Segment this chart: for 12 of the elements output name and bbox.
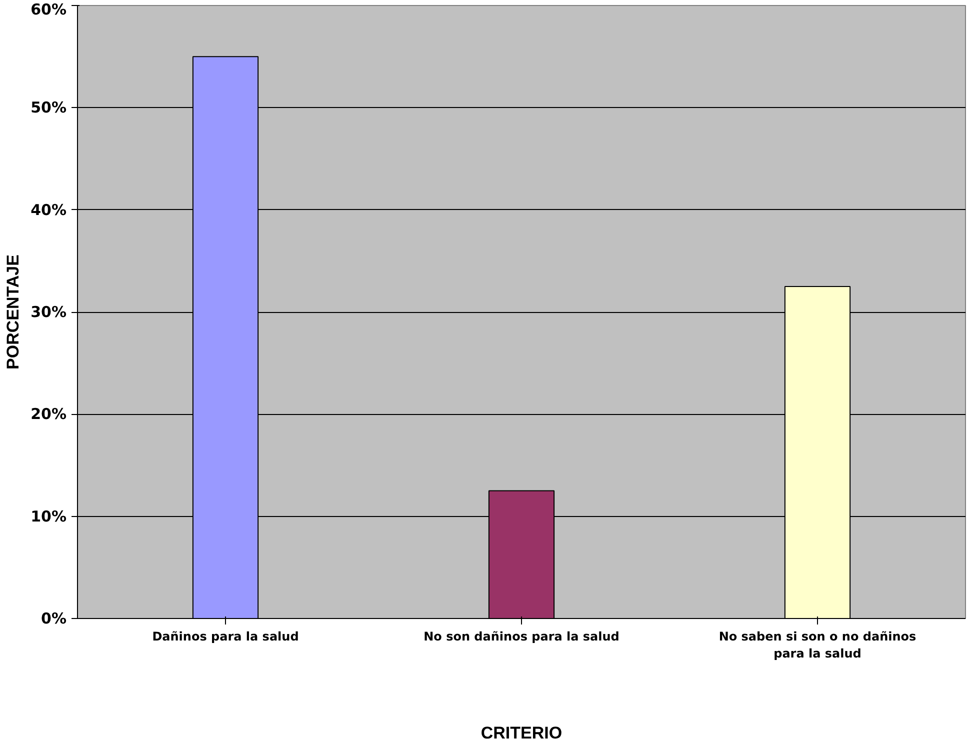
y-axis-title: PORCENTAJE [4, 254, 23, 370]
y-tick-label: 20% [30, 405, 67, 424]
y-tick-label: 60% [30, 0, 67, 18]
y-tick-label: 10% [30, 507, 67, 526]
x-axis-title: CRITERIO [480, 723, 562, 742]
y-tick-label: 0% [41, 610, 66, 628]
x-tick-label: No son dañinos para la salud [424, 630, 620, 644]
y-tick-label: 40% [30, 200, 67, 219]
x-tick-label: No saben si son o no dañinos para la salud [718, 630, 916, 660]
y-tick-label: 50% [30, 98, 67, 117]
y-tick-label: 30% [30, 303, 67, 321]
x-tick-label: Dañinos para la salud [152, 630, 299, 644]
